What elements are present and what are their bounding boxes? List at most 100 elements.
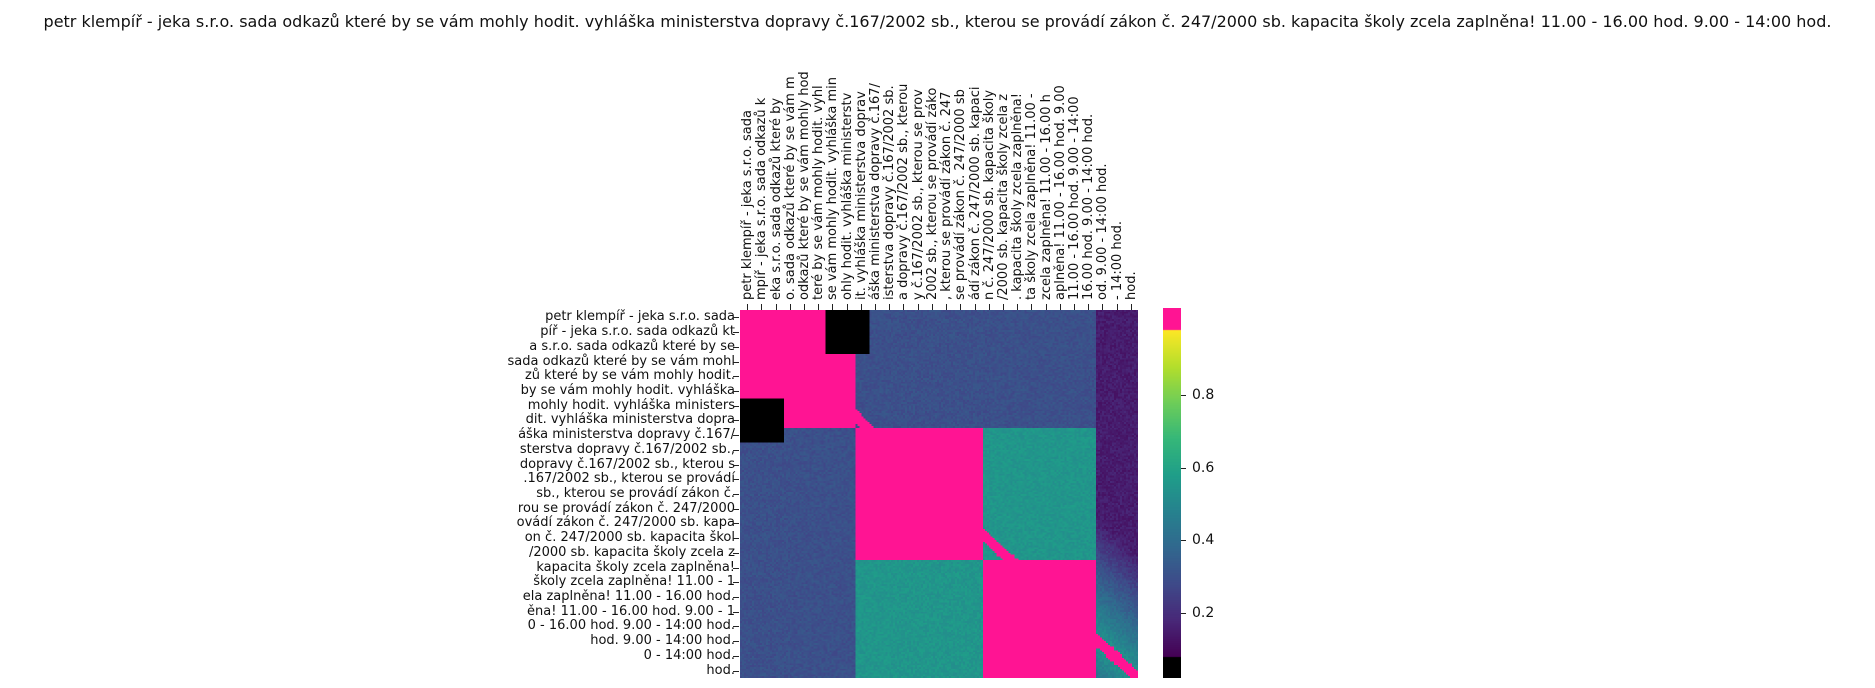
y-tick-label: zů které by se vám mohly hodit. [524,368,735,384]
x-tick-mark [1017,304,1019,310]
y-tick-label: dit. vyhláška ministerstva dopra [525,412,735,428]
x-tick-mark [860,304,862,310]
y-tick-label: on č. 247/2000 sb. kapacita škol [524,530,735,546]
y-tick-label: mohly hodit. vyhláška ministers [527,397,735,413]
x-tick-label: zcela zaplněna! 11.00 - 16.00 h [1038,94,1054,300]
y-tick-mark [733,449,739,451]
y-tick-label: ěna! 11.00 - 16.00 hod. 9.00 - 1 [527,603,735,619]
y-tick-label: rou se provádí zákon č. 247/2000 [517,500,735,516]
x-tick-mark [1074,304,1076,310]
colorbar-tick-mark [1181,612,1186,614]
x-tick-label: 16.00 hod. 9.00 - 14:00 hod. [1081,113,1097,300]
y-tick-label: píř - jeka s.r.o. sada odkazů kt [540,324,735,340]
x-tick-mark [903,304,905,310]
y-tick-label: dopravy č.167/2002 sb., kterou s [519,456,735,472]
y-tick-label: .167/2002 sb., kterou se provádí [523,471,735,487]
x-tick-label: n č. 247/2000 sb. kapacita školy [981,89,997,300]
y-tick-label: áška ministerstva dopravy č.167/ [518,427,735,443]
heatmap-cells [740,310,1138,678]
y-tick-mark [733,420,739,422]
x-tick-label: . kapacita školy zcela zaplněna! [1010,93,1026,300]
y-tick-mark [733,670,739,672]
x-tick-mark [846,304,848,310]
x-tick-mark [1130,304,1132,310]
x-tick-label: ádí zákon č. 247/2000 sb. kapaci [967,86,983,301]
x-tick-label: a dopravy č.167/2002 sb., kterou [896,83,912,300]
x-tick-label: ohly hodit. vyhláška ministerstv [839,92,855,300]
y-tick-mark [733,582,739,584]
y-tick-mark [733,435,739,437]
x-tick-mark [931,304,933,310]
x-tick-mark [917,304,919,310]
y-tick-label: ela zaplněna! 11.00 - 16.00 hod. [522,589,735,605]
y-tick-mark [733,346,739,348]
x-tick-label: it. vyhláška ministerstva doprav [853,91,869,300]
x-tick-label: 2002 sb., kterou se provádí záko [924,87,940,300]
x-tick-label: aplněna! 11.00 - 16.00 hod. 9.00 [1052,85,1068,300]
x-tick-label: /2000 sb. kapacita školy zcela z [995,93,1011,300]
x-tick-mark [832,304,834,310]
x-tick-mark [1088,304,1090,310]
y-tick-label: by se vám mohly hodit. vyhláška [520,382,735,398]
x-tick-mark [960,304,962,310]
y-tick-label: 0 - 14:00 hod. [643,647,735,663]
y-tick-mark [733,523,739,525]
y-tick-mark [733,508,739,510]
x-tick-label: teré by se vám mohly hodit. vyhl [811,85,827,300]
x-tick-mark [974,304,976,310]
colorbar-tick-label: 0.6 [1192,459,1215,476]
y-tick-mark [733,597,739,599]
x-tick-label: o. sada odkazů které by se vám m [782,76,798,300]
y-tick-mark [733,655,739,657]
y-tick-mark [733,626,739,628]
x-tick-label: , kterou se provádí zákon č. 247 [939,91,955,300]
x-tick-mark [889,304,891,310]
x-tick-mark [1031,304,1033,310]
x-tick-label: od. 9.00 - 14:00 hod. [1095,163,1111,300]
x-tick-mark [1045,304,1047,310]
colorbar-tick-mark [1181,467,1186,469]
y-tick-label: hod. 9.00 - 14:00 hod. [590,633,735,649]
x-tick-mark [1116,304,1118,310]
y-tick-label: hod. [706,662,735,678]
y-tick-mark [733,641,739,643]
x-tick-label: se vám mohly hodit. vyhláška min [825,77,841,300]
x-tick-mark [875,304,877,310]
y-tick-label: /2000 sb. kapacita školy zcela z [528,544,735,560]
y-tick-mark [733,317,739,319]
y-tick-mark [733,552,739,554]
colorbar [1163,308,1181,678]
colorbar-tick-mark [1181,540,1186,542]
y-tick-mark [733,494,739,495]
x-tick-mark [818,304,820,310]
y-tick-label: sb., kterou se provádí zákon č. [536,486,735,501]
x-tick-mark [1002,304,1004,310]
y-tick-mark [733,611,739,613]
x-tick-label: - 14:00 hod. [1109,221,1125,300]
y-tick-label: ovádí zákon č. 247/2000 sb. kapa [516,515,735,531]
x-tick-mark [761,304,763,310]
x-tick-label: se provádí zákon č. 247/2000 sb [953,89,969,300]
x-tick-mark [775,304,777,310]
y-tick-mark [733,332,739,334]
x-tick-mark [988,304,990,310]
y-tick-mark [733,464,739,466]
x-tick-mark [747,304,749,310]
x-tick-mark [1059,304,1061,310]
x-tick-mark [803,304,805,310]
x-tick-mark [1102,304,1104,310]
y-tick-label: školy zcela zaplněna! 11.00 - 1 [533,574,735,590]
y-tick-mark [733,405,739,407]
y-tick-mark [733,479,739,481]
x-tick-mark [789,304,791,310]
x-tick-mark [946,304,948,310]
x-tick-label: mpíř - jeka s.r.o. sada odkazů k [754,97,770,300]
y-tick-mark [733,376,739,378]
y-tick-mark [733,538,739,540]
x-tick-label: ta školy zcela zaplněna! 11.00 - [1024,93,1040,300]
colorbar-tick-label: 0.4 [1192,532,1215,549]
x-tick-label: eka s.r.o. sada odkazů které by [768,97,784,300]
heatmap-plot [740,310,1138,678]
y-tick-mark [733,390,739,392]
y-tick-label: kapacita školy zcela zaplněna! [536,559,735,575]
